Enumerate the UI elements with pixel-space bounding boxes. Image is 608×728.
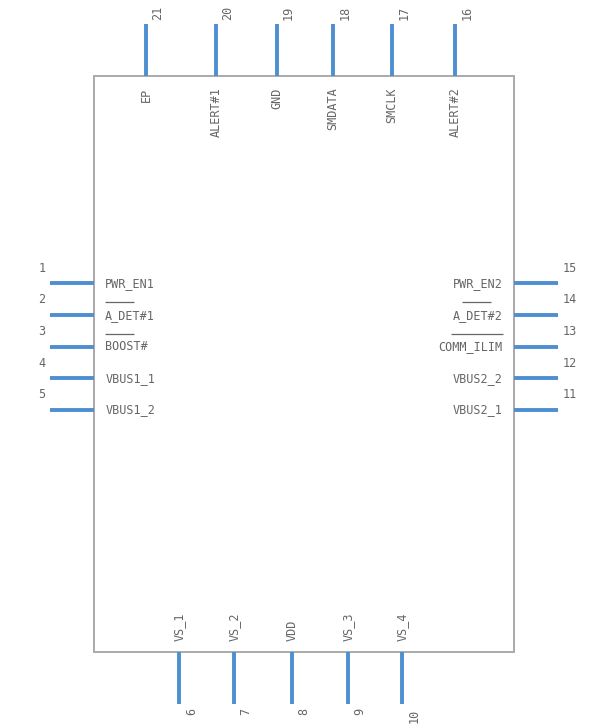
- Text: VS_2: VS_2: [227, 612, 241, 641]
- Text: PWR_EN2: PWR_EN2: [453, 277, 503, 290]
- Text: 11: 11: [562, 388, 576, 401]
- Text: VBUS2_2: VBUS2_2: [453, 372, 503, 385]
- Text: VBUS1_1: VBUS1_1: [105, 372, 155, 385]
- Text: 4: 4: [38, 357, 46, 370]
- Text: 10: 10: [408, 708, 421, 723]
- Text: VBUS1_2: VBUS1_2: [105, 403, 155, 416]
- Text: 18: 18: [339, 5, 351, 20]
- Text: 5: 5: [38, 388, 46, 401]
- Text: 7: 7: [240, 708, 252, 716]
- Text: 21: 21: [151, 5, 164, 20]
- Text: A_DET#1: A_DET#1: [105, 309, 155, 322]
- Text: 1: 1: [38, 262, 46, 274]
- Text: A_DET#2: A_DET#2: [453, 309, 503, 322]
- Text: 17: 17: [398, 5, 410, 20]
- Text: EP: EP: [139, 87, 153, 102]
- Text: 3: 3: [38, 325, 46, 338]
- Text: VS_3: VS_3: [341, 612, 354, 641]
- Text: ALERT#1: ALERT#1: [209, 87, 223, 138]
- Text: SMDATA: SMDATA: [326, 87, 340, 130]
- Text: SMCLK: SMCLK: [385, 87, 399, 123]
- Text: 6: 6: [185, 708, 198, 716]
- Text: 15: 15: [562, 262, 576, 274]
- Text: PWR_EN1: PWR_EN1: [105, 277, 155, 290]
- Text: VBUS2_1: VBUS2_1: [453, 403, 503, 416]
- Text: GND: GND: [270, 87, 283, 108]
- Text: 20: 20: [221, 5, 234, 20]
- Text: COMM_ILIM: COMM_ILIM: [439, 340, 503, 353]
- Text: 19: 19: [282, 5, 295, 20]
- Text: 2: 2: [38, 293, 46, 306]
- Text: 16: 16: [460, 5, 473, 20]
- Text: 13: 13: [562, 325, 576, 338]
- Bar: [94, 76, 514, 652]
- Text: ALERT#2: ALERT#2: [448, 87, 461, 138]
- Text: VS_1: VS_1: [173, 612, 186, 641]
- Text: 12: 12: [562, 357, 576, 370]
- Text: VS_4: VS_4: [396, 612, 409, 641]
- Text: 9: 9: [353, 708, 366, 716]
- Text: 14: 14: [562, 293, 576, 306]
- Text: BOOST#: BOOST#: [105, 340, 148, 353]
- Text: VDD: VDD: [285, 620, 299, 641]
- Text: 8: 8: [297, 708, 310, 716]
